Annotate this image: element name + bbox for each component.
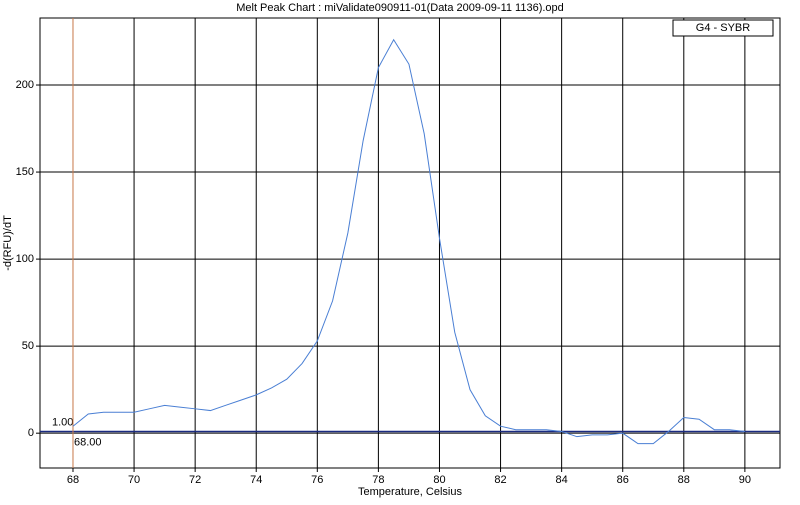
y-tick-label: 200 bbox=[16, 79, 34, 91]
x-tick-label: 90 bbox=[739, 474, 751, 486]
threshold-label: 1.00 bbox=[52, 416, 73, 428]
y-axis-label: -d(RFU)/dT bbox=[2, 215, 14, 271]
x-tick-label: 88 bbox=[678, 474, 690, 486]
y-tick-label: 50 bbox=[22, 340, 34, 352]
x-tick-label: 78 bbox=[372, 474, 384, 486]
x-tick-label: 82 bbox=[494, 474, 506, 486]
y-tick-label: 150 bbox=[16, 166, 34, 178]
plot-area bbox=[39, 17, 781, 469]
x-tick-label: 72 bbox=[189, 474, 201, 486]
chart-title: Melt Peak Chart : miValidate090911-01(Da… bbox=[236, 2, 564, 14]
y-tick-label: 0 bbox=[28, 427, 34, 439]
x-tick-label: 68 bbox=[67, 474, 79, 486]
legend-box bbox=[672, 19, 774, 37]
y-tick-label: 100 bbox=[16, 253, 34, 265]
x-tick-label: 76 bbox=[311, 474, 323, 486]
x-tick-label: 70 bbox=[128, 474, 140, 486]
legend-entry: G4 - SYBR bbox=[696, 22, 750, 34]
x-tick-label: 84 bbox=[556, 474, 568, 486]
x-axis-label: Temperature, Celsius bbox=[358, 486, 462, 498]
x-tick-label: 74 bbox=[250, 474, 262, 486]
x-tick-label: 80 bbox=[433, 474, 445, 486]
series-line bbox=[72, 38, 745, 445]
x-tick-label: 86 bbox=[617, 474, 629, 486]
marker-label: 68.00 bbox=[74, 436, 102, 448]
